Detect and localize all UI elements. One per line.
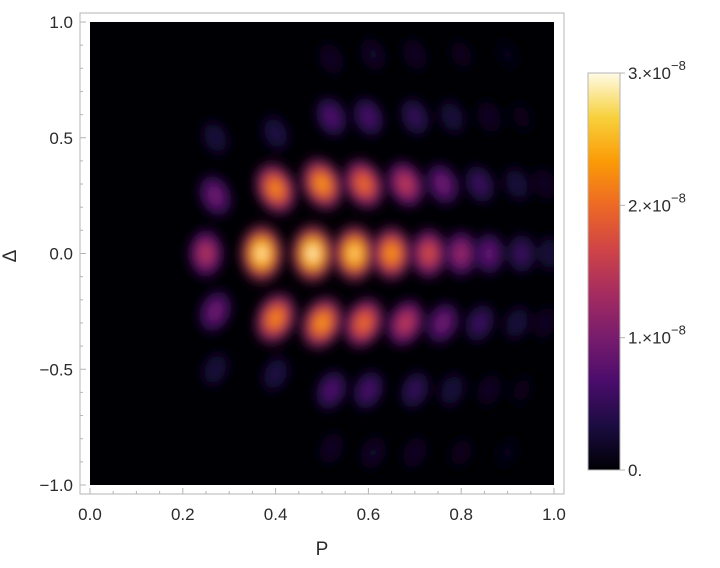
heatmap-hotspot — [421, 156, 465, 212]
heatmap-hotspot — [338, 291, 390, 355]
heatmap-hotspot — [295, 151, 349, 217]
colorbar-bar — [587, 72, 621, 471]
x-tick-label: 0.0 — [78, 505, 102, 524]
heatmap-hotspot — [489, 429, 527, 477]
heatmap-hotspot — [338, 152, 390, 216]
colorbar-tick-label: 2.×10−8 — [628, 190, 686, 215]
heatmap-hotspot — [193, 284, 237, 339]
y-tick-label: 0.0 — [49, 245, 73, 264]
x-axis-title: P — [316, 539, 329, 560]
heatmap-hotspot — [312, 35, 351, 83]
heatmap-hotspot — [184, 223, 228, 284]
heatmap-hotspot — [432, 92, 472, 142]
colorbar-tick-mantissa: 3.×10 — [628, 64, 671, 83]
heatmap-hotspot — [395, 428, 434, 477]
heatmap-hotspot — [502, 366, 541, 414]
heatmap-hotspot — [347, 91, 389, 143]
y-tick-label: −0.5 — [39, 360, 73, 379]
heatmap-hotspot — [531, 228, 554, 279]
x-tick-label: 0.6 — [357, 505, 381, 524]
colorbar-tick-label: 3.×10−8 — [628, 58, 686, 83]
colorbar-ticks: 3.×10−82.×10−81.×10−80. — [620, 58, 686, 480]
heatmap-hotspot — [459, 297, 500, 349]
plot-area — [90, 22, 554, 485]
heatmap-hotspot — [195, 113, 235, 163]
heatmap-hotspot — [381, 293, 430, 353]
heatmap-hotspot — [381, 154, 430, 214]
heatmap-hotspot — [470, 366, 508, 415]
heatmap-hotspot — [310, 364, 352, 417]
y-tick-label: 0.5 — [49, 129, 73, 148]
heatmap-hotspot — [285, 217, 340, 290]
heatmap-hotspot — [442, 428, 480, 477]
x-tick-label: 0.4 — [264, 505, 288, 524]
colorbar-tick-exponent: −8 — [671, 190, 686, 205]
colorbar-tick-exponent: −8 — [671, 58, 686, 73]
x-tick-label: 1.0 — [542, 505, 566, 524]
heatmap-hotspot — [312, 424, 351, 472]
heatmap-hotspot — [193, 168, 237, 223]
heatmap-hotspot — [459, 158, 500, 210]
heatmap-hotspot — [249, 286, 302, 351]
heatmap-hotspot — [470, 92, 508, 141]
heatmap-hotspot — [421, 295, 465, 351]
heatmap-hotspot — [234, 217, 289, 290]
heatmap-hotspot — [525, 160, 554, 208]
heatmap-hotspot — [354, 428, 392, 477]
y-axis: 1.0 0.5 0.0 −0.5 −1.0 — [39, 13, 86, 495]
heatmap-hotspot — [249, 156, 302, 221]
colorbar-tick-mantissa: 0. — [628, 461, 642, 480]
colorbar-tick-label: 0. — [628, 461, 642, 480]
heatmap-hotspots — [184, 30, 554, 477]
heatmap-hotspot — [256, 108, 296, 158]
heatmap-hotspot — [469, 225, 510, 282]
colorbar-tick-mantissa: 2.×10 — [628, 196, 671, 215]
x-tick-label: 0.8 — [449, 505, 473, 524]
heatmap-hotspot — [256, 349, 296, 399]
heatmap-hotspot — [354, 30, 392, 79]
colorbar-tick-mantissa: 1.×10 — [628, 329, 671, 348]
heatmap-hotspot — [395, 30, 434, 79]
colorbar-tick-label: 1.×10−8 — [628, 323, 686, 348]
heatmap-hotspot — [405, 222, 452, 285]
heatmap-hotspot — [502, 227, 541, 280]
heatmap-hotspot — [394, 364, 435, 416]
heatmap-hotspot — [432, 365, 472, 415]
y-axis-title: Δ — [0, 249, 21, 262]
colorbar-tick-exponent: −8 — [671, 323, 686, 338]
y-tick-label: 1.0 — [49, 13, 73, 32]
heatmap-hotspot — [195, 344, 235, 394]
heatmap-hotspot — [502, 93, 541, 141]
heatmap-hotspot — [295, 290, 349, 356]
heatmap-hotspot — [310, 90, 352, 143]
heatmap-hotspot — [328, 218, 381, 289]
heatmap-hotspot — [489, 30, 527, 78]
heatmap-hotspot — [394, 91, 435, 143]
heatmap-hotspot — [439, 224, 483, 283]
y-tick-label: −1.0 — [39, 476, 73, 495]
heatmap-hotspot — [497, 298, 537, 348]
x-axis: 0.0 0.2 0.4 0.6 0.8 1.0 — [78, 488, 566, 524]
heatmap-hotspot — [525, 299, 554, 347]
heatmap-hotspot — [442, 30, 480, 79]
x-tick-label: 0.2 — [171, 505, 195, 524]
colorbar: 3.×10−82.×10−81.×10−80. — [587, 58, 686, 480]
heatmap-hotspot — [366, 219, 417, 288]
heatmap-hotspot — [497, 159, 537, 209]
heatmap-hotspot — [347, 364, 389, 416]
